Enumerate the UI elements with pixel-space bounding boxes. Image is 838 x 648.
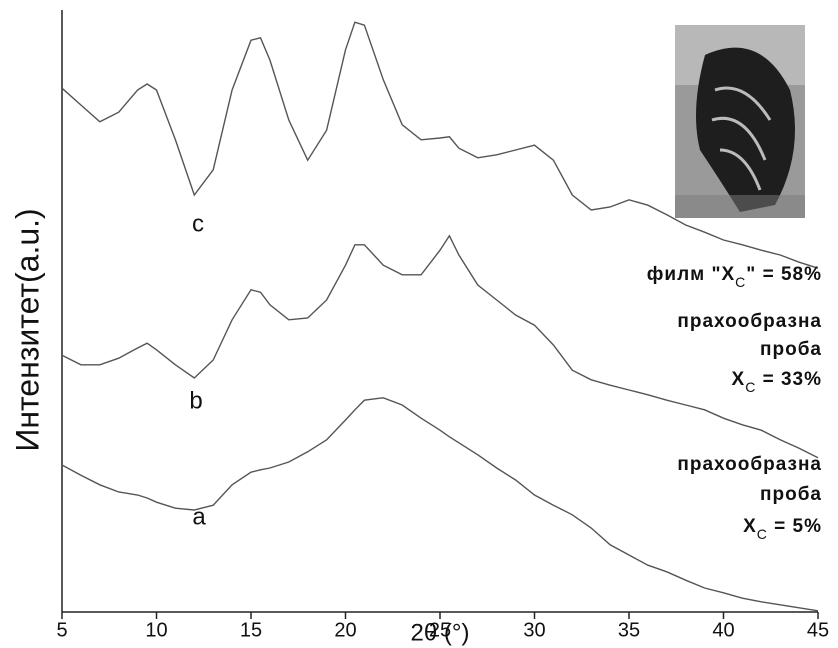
y-axis-label: Интензитет(a.u.) [9,208,45,451]
x-tick-label: 30 [523,619,545,641]
annotation-part: = 33% [756,369,822,390]
annotation-part: C [757,526,768,542]
x-axis-label: 2θ (°) [411,619,470,646]
x-tick-label: 20 [334,619,356,641]
x-tick-label: 45 [807,619,829,641]
x-tick-label: 15 [240,619,262,641]
annotation: XC = 33% [732,369,823,395]
annotation: проба [760,484,822,505]
annotation: филм "XC" = 58% [647,264,822,290]
curve-label: a [192,503,206,530]
x-tick-label: 10 [145,619,167,641]
annotation-part: проба [760,484,822,505]
series-line [61,234,819,459]
annotation: прахообразна [677,454,822,475]
series-line [61,21,819,269]
annotation-part: X [743,516,757,537]
annotation-part: филм "X [647,264,735,285]
annotation-part: C [745,379,756,395]
curve-label: c [192,210,204,237]
annotation: проба [760,339,822,360]
series-line [61,397,819,612]
annotation-part: " = 58% [746,264,822,285]
annotation: XC = 5% [743,516,822,542]
x-tick-label: 25 [429,619,451,641]
inset-photo [675,25,805,218]
annotation: прахообразна [677,311,822,332]
annotation-part: C [735,274,746,290]
annotation-part: прахообразна [677,454,822,475]
curve-label: b [189,387,202,414]
x-tick-label: 35 [618,619,640,641]
annotation-part: X [732,369,746,390]
annotation-part: прахообразна [677,311,822,332]
annotation-part: проба [760,339,822,360]
x-tick-label: 5 [56,619,67,641]
x-tick-label: 40 [712,619,734,641]
annotation-part: = 5% [768,516,822,537]
